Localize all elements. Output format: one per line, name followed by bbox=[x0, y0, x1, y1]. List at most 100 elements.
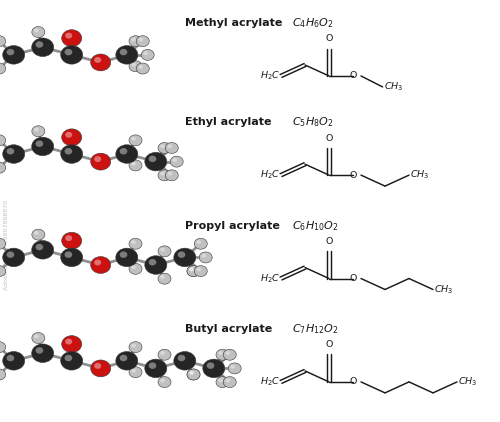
Circle shape bbox=[203, 359, 225, 378]
Circle shape bbox=[65, 338, 72, 344]
Circle shape bbox=[32, 27, 45, 38]
Circle shape bbox=[65, 235, 72, 241]
Circle shape bbox=[129, 160, 142, 171]
Circle shape bbox=[132, 344, 136, 347]
Circle shape bbox=[187, 265, 200, 276]
Circle shape bbox=[158, 143, 171, 154]
Circle shape bbox=[0, 342, 6, 353]
Text: O: O bbox=[326, 341, 332, 349]
Circle shape bbox=[0, 36, 6, 47]
Text: Propyl acrylate: Propyl acrylate bbox=[185, 221, 280, 231]
Circle shape bbox=[148, 156, 156, 162]
Circle shape bbox=[34, 29, 38, 32]
Circle shape bbox=[120, 355, 128, 361]
Circle shape bbox=[199, 252, 212, 263]
Circle shape bbox=[132, 137, 136, 141]
Text: O: O bbox=[326, 237, 332, 246]
Circle shape bbox=[64, 252, 72, 258]
Circle shape bbox=[190, 371, 194, 375]
Circle shape bbox=[216, 349, 229, 360]
Circle shape bbox=[172, 158, 177, 162]
Circle shape bbox=[174, 248, 196, 267]
Text: $H_2C$: $H_2C$ bbox=[260, 169, 280, 181]
Circle shape bbox=[129, 263, 142, 274]
Circle shape bbox=[129, 342, 142, 353]
Circle shape bbox=[148, 259, 156, 265]
Circle shape bbox=[187, 369, 200, 380]
Circle shape bbox=[138, 38, 143, 41]
Circle shape bbox=[165, 143, 178, 154]
Text: O: O bbox=[326, 134, 332, 143]
Circle shape bbox=[158, 376, 171, 387]
Circle shape bbox=[158, 246, 171, 257]
Circle shape bbox=[36, 41, 44, 48]
Circle shape bbox=[160, 144, 165, 148]
Circle shape bbox=[90, 153, 110, 170]
Circle shape bbox=[148, 362, 156, 369]
Circle shape bbox=[158, 170, 171, 181]
Circle shape bbox=[90, 257, 110, 273]
Circle shape bbox=[32, 229, 45, 240]
Text: Adobe Stock | #9807898870: Adobe Stock | #9807898870 bbox=[3, 200, 9, 290]
Circle shape bbox=[116, 46, 138, 64]
Circle shape bbox=[223, 349, 236, 360]
Text: $H_2C$: $H_2C$ bbox=[260, 70, 280, 82]
Circle shape bbox=[145, 256, 167, 274]
Circle shape bbox=[160, 379, 165, 382]
Circle shape bbox=[36, 347, 44, 354]
Circle shape bbox=[206, 362, 214, 369]
Text: O: O bbox=[350, 274, 356, 283]
Circle shape bbox=[141, 49, 154, 60]
Circle shape bbox=[132, 63, 136, 67]
Circle shape bbox=[6, 49, 14, 55]
Circle shape bbox=[226, 379, 230, 382]
Text: $H_2C$: $H_2C$ bbox=[260, 376, 280, 388]
Circle shape bbox=[132, 265, 136, 269]
Circle shape bbox=[32, 241, 54, 259]
Circle shape bbox=[2, 248, 25, 267]
Circle shape bbox=[64, 148, 72, 154]
Circle shape bbox=[0, 135, 6, 146]
Text: $C_4H_6O_2$: $C_4H_6O_2$ bbox=[292, 16, 334, 30]
Circle shape bbox=[2, 46, 25, 64]
Circle shape bbox=[178, 252, 186, 258]
Circle shape bbox=[187, 265, 200, 276]
Circle shape bbox=[132, 162, 136, 166]
Circle shape bbox=[230, 365, 235, 369]
Text: $CH_3$: $CH_3$ bbox=[434, 283, 454, 296]
Text: $CH_3$: $CH_3$ bbox=[410, 169, 430, 181]
Circle shape bbox=[144, 51, 148, 55]
Circle shape bbox=[190, 268, 194, 271]
Circle shape bbox=[136, 36, 149, 47]
Circle shape bbox=[0, 63, 6, 74]
Circle shape bbox=[138, 65, 143, 69]
Text: Methyl acrylate: Methyl acrylate bbox=[185, 18, 282, 28]
Circle shape bbox=[60, 248, 82, 267]
Circle shape bbox=[0, 265, 6, 276]
Circle shape bbox=[94, 156, 101, 162]
Text: O: O bbox=[326, 35, 332, 43]
Circle shape bbox=[120, 148, 128, 154]
Circle shape bbox=[62, 232, 82, 249]
Text: $CH_3$: $CH_3$ bbox=[384, 81, 403, 93]
Circle shape bbox=[6, 148, 14, 154]
Circle shape bbox=[165, 170, 178, 181]
Circle shape bbox=[60, 46, 82, 64]
Circle shape bbox=[0, 162, 6, 173]
Text: $C_5H_8O_2$: $C_5H_8O_2$ bbox=[292, 116, 334, 129]
Circle shape bbox=[132, 369, 136, 373]
Circle shape bbox=[190, 371, 194, 375]
Circle shape bbox=[94, 363, 101, 369]
Circle shape bbox=[145, 152, 167, 171]
Circle shape bbox=[158, 349, 171, 360]
Circle shape bbox=[168, 172, 172, 176]
Circle shape bbox=[65, 32, 72, 38]
Circle shape bbox=[129, 36, 142, 47]
Circle shape bbox=[226, 351, 230, 355]
Circle shape bbox=[116, 248, 138, 267]
Circle shape bbox=[65, 132, 72, 138]
Circle shape bbox=[34, 335, 38, 338]
Circle shape bbox=[32, 38, 54, 57]
Circle shape bbox=[36, 141, 44, 147]
Circle shape bbox=[178, 355, 186, 361]
